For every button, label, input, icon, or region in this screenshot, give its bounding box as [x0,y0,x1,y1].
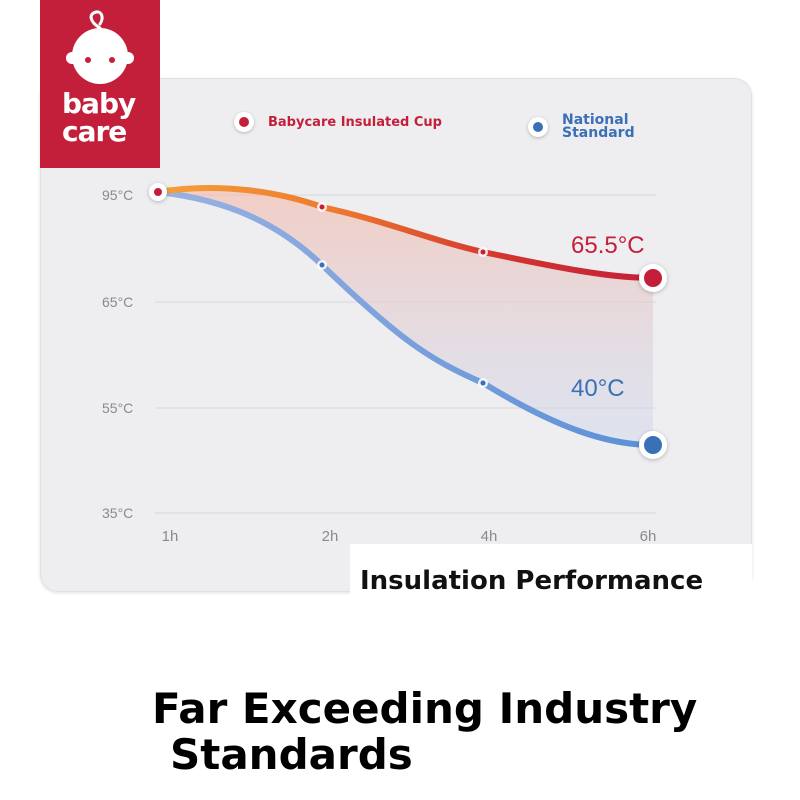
babycare-logo: baby care [40,0,160,168]
headline: Far Exceeding Industry Standards [152,686,697,778]
point-babycare [149,183,167,201]
logo-text-line1: baby [62,87,136,120]
point-national [478,378,488,388]
headline-line2: Standards [170,730,413,779]
baby-face-icon [66,10,134,84]
legend-dot-blue-icon [528,117,548,137]
legend-dot-red-icon [234,112,254,132]
series-line-babycare [155,185,656,281]
area-between-series [158,187,653,446]
chart-title-text: Insulation Performance [360,566,704,596]
end-label-babycare: 65.5°C [571,232,645,259]
legend-item-babycare: Babycare Insulated Cup [234,112,442,132]
series-line-national [155,189,656,448]
x-tick-label: 2h [322,528,339,545]
point-babycare [639,264,667,292]
x-tick-label: 4h [481,528,498,545]
legend-label-babycare: Babycare Insulated Cup [268,114,442,130]
y-tick-label: 95°C [102,187,133,203]
y-tick-label: 55°C [102,400,133,416]
logo-text-line2: care [62,115,127,148]
point-babycare [478,247,488,257]
x-tick-label: 1h [162,528,179,545]
point-national [317,260,327,270]
legend-item-national: National Standard [528,112,654,141]
y-tick-label: 35°C [102,505,133,521]
legend-label-national: National Standard [562,112,654,141]
y-tick-label: 65°C [102,294,133,310]
legend-label-national-text: National Standard [562,112,635,141]
chart-title: Insulation Performance [350,544,752,622]
point-national [639,431,667,459]
point-babycare [317,202,327,212]
x-tick-label: 6h [640,528,657,545]
headline-line1: Far Exceeding Industry [152,684,698,733]
end-label-national: 40°C [571,375,625,402]
